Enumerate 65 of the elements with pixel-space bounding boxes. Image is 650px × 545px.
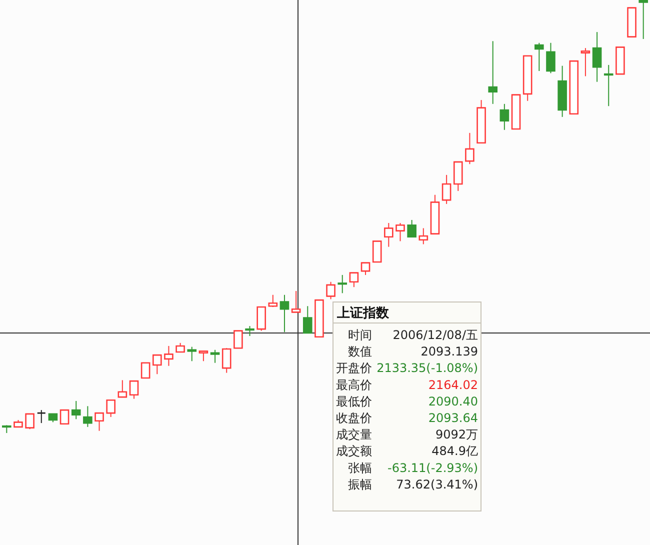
annotation: 2090.40: [428, 394, 478, 408]
candlestick: [453, 161, 463, 192]
annotation: 2164.02: [428, 378, 478, 392]
annotation: 开盘价: [336, 361, 372, 376]
annotation: 收盘价: [336, 411, 372, 425]
candlestick: [407, 219, 416, 238]
candlestick: [25, 413, 34, 430]
text: 成交额: [336, 444, 372, 458]
candlestick: [360, 262, 370, 276]
candlestick: [106, 399, 116, 418]
candlestick: [198, 350, 208, 362]
candlestick: [580, 48, 590, 77]
candlestick: [140, 362, 150, 379]
candlestick: [94, 412, 104, 432]
candlestick: [210, 349, 220, 364]
candlestick: [302, 306, 312, 334]
candlestick: [60, 409, 70, 425]
annotation: 时间: [348, 328, 372, 342]
candlestick: [118, 380, 128, 398]
candlestick: [442, 174, 452, 204]
candlestick: [349, 272, 359, 288]
candlestick: [245, 326, 254, 337]
candlestick: [418, 228, 428, 245]
candlestick: [372, 240, 382, 263]
candlestick: [384, 222, 394, 248]
candlestick: [546, 42, 556, 74]
candlestick: [71, 400, 81, 420]
annotation: 2093.64: [428, 411, 478, 425]
candlestick: [488, 40, 498, 104]
candlestick: [592, 32, 602, 82]
candlestick: [326, 281, 336, 300]
annotation: 数值: [348, 344, 372, 359]
candlestick: [176, 342, 185, 353]
candlestick: [187, 346, 197, 362]
candlestick: [222, 348, 232, 374]
candlestick: [465, 132, 474, 165]
candlestick: [36, 410, 46, 424]
annotation: 2133.35(-1.08%): [376, 361, 478, 376]
candlestick: [164, 345, 174, 366]
candlestick: [280, 294, 290, 333]
candlestick: [129, 380, 139, 400]
candlestick: [534, 42, 544, 72]
annotation: 2006/12/08/五: [392, 328, 478, 342]
candlestick: [604, 64, 614, 107]
text: 73.62(3.41%): [396, 477, 478, 492]
annotation: 2093.139: [420, 344, 478, 359]
candlestick: [291, 290, 301, 313]
candlestick: [256, 306, 266, 332]
text: 振幅: [348, 477, 372, 492]
candlestick: [396, 222, 405, 242]
annotation: 上证指数: [336, 306, 390, 321]
text: -63.11(-2.93%): [388, 460, 478, 475]
candlestick: [152, 354, 162, 375]
candlestick: [500, 103, 510, 130]
text: 484.9亿: [432, 444, 478, 458]
annotation: 成交量: [336, 428, 372, 442]
candlestick: [268, 294, 278, 308]
candlestick: [234, 330, 243, 349]
annotation: 9092万: [435, 428, 478, 442]
candlestick: [338, 274, 348, 294]
candlestick: [83, 406, 92, 428]
annotation: 最低价: [336, 394, 372, 408]
annotation: 最高价: [336, 378, 372, 392]
text: 张幅: [348, 460, 372, 475]
candlestick: [638, 0, 648, 40]
